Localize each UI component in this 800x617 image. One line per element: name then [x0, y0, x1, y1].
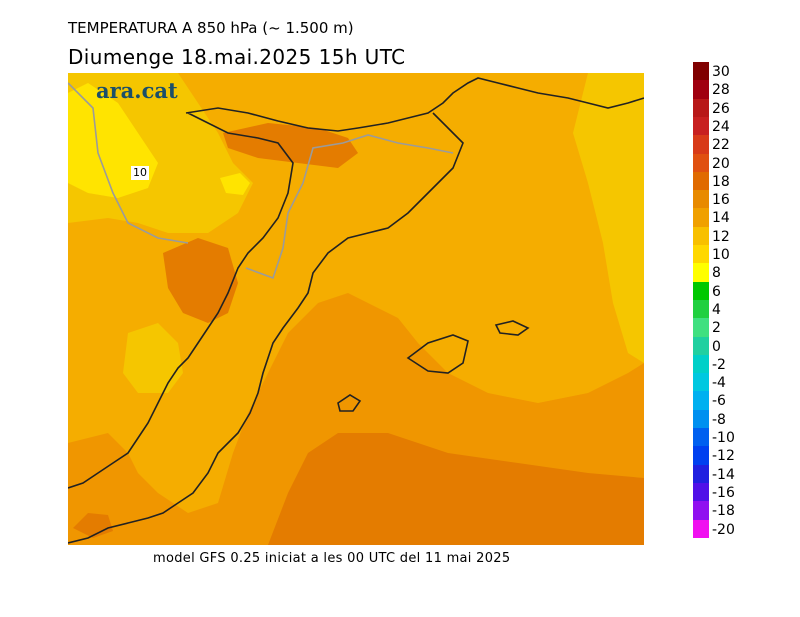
coastline	[68, 77, 644, 544]
legend-color-segment	[693, 226, 709, 246]
legend-label: 20	[712, 155, 730, 172]
island-mallorca	[406, 334, 469, 374]
legend-color-segment	[693, 116, 709, 136]
legend-label: 2	[712, 320, 721, 337]
legend-label: 22	[712, 137, 730, 154]
legend-color-segment	[693, 171, 709, 191]
legend-color-segment	[693, 336, 709, 356]
legend-color-segment	[693, 80, 709, 100]
map-title: TEMPERATURA A 850 hPa (~ 1.500 m)	[68, 19, 354, 37]
legend-label: 10	[712, 247, 730, 263]
legend-label: -10	[712, 430, 735, 446]
temp-field-16-18-west	[163, 238, 238, 323]
legend-color-segment	[693, 135, 709, 154]
legend-color-segment	[693, 318, 709, 337]
legend-label: -16	[712, 484, 735, 501]
legend-label: 28	[712, 82, 730, 99]
legend-color-segment	[693, 428, 709, 447]
legend-label: -8	[712, 411, 726, 428]
legend-color-segment	[693, 354, 709, 374]
model-run-footer: model GFS 0.25 iniciat a les 00 UTC del …	[153, 551, 511, 566]
political-border	[68, 82, 454, 280]
legend-label: 4	[712, 301, 721, 318]
temp-field-16-18-sw	[73, 513, 113, 538]
legend-label: -18	[712, 503, 735, 520]
legend-color-segment	[693, 446, 709, 466]
legend-label: -12	[712, 448, 735, 465]
legend-color-segment	[693, 501, 709, 520]
temperature-map	[68, 73, 644, 545]
legend-color-segment	[693, 190, 709, 209]
legend-label: 16	[712, 192, 730, 209]
legend-label: -14	[712, 466, 735, 483]
legend-label: -6	[712, 393, 726, 410]
legend-color-segment	[693, 281, 709, 301]
temp-field-10-12-east	[573, 73, 644, 363]
legend-color-segment	[693, 464, 709, 484]
legend-label: 18	[712, 173, 730, 190]
legend-label: 12	[712, 228, 730, 245]
legend-color-segment	[693, 153, 709, 173]
aracat-logo: ara.cat	[96, 78, 178, 103]
legend-label: 8	[712, 265, 721, 282]
legend-label: 24	[712, 118, 730, 135]
contour-label: 10	[131, 166, 149, 180]
legend-color-segment	[693, 391, 709, 411]
legend-color-segment	[693, 299, 709, 319]
temp-field-16-18-south	[268, 433, 644, 545]
legend-color-segment	[693, 245, 709, 264]
island-eivissa	[337, 394, 362, 412]
legend-color-segment	[693, 98, 709, 118]
island-menorca	[494, 320, 530, 336]
color-legend-bar	[693, 62, 709, 555]
legend-label: 30	[712, 64, 730, 80]
legend-label: 14	[712, 210, 730, 227]
legend-label: 6	[712, 283, 721, 300]
legend-label: 0	[712, 338, 721, 355]
legend-label: -4	[712, 375, 726, 392]
legend-color-segment	[693, 263, 709, 283]
map-subtitle-date: Diumenge 18.mai.2025 15h UTC	[68, 45, 406, 69]
legend-label: -20	[712, 521, 735, 538]
legend-color-segment	[693, 409, 709, 429]
legend-label: 26	[712, 100, 730, 117]
temp-field-8-10-small	[220, 173, 250, 195]
legend-color-segment	[693, 519, 709, 539]
legend-label: -2	[712, 356, 726, 373]
temp-field-16-18-north	[223, 123, 358, 168]
legend-color-segment	[693, 62, 709, 81]
legend-color-segment	[693, 208, 709, 228]
temp-field-10-12-patch	[123, 323, 183, 393]
legend-color-segment	[693, 482, 709, 502]
legend-color-segment	[693, 373, 709, 392]
